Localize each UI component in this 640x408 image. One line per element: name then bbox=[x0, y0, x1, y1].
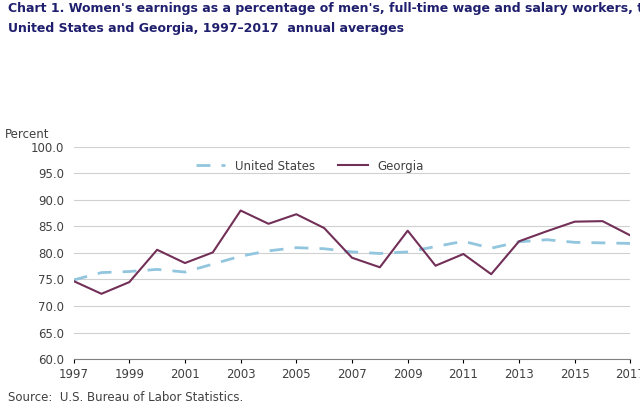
Georgia bbox=[348, 255, 356, 260]
Text: Source:  U.S. Bureau of Labor Statistics.: Source: U.S. Bureau of Labor Statistics. bbox=[8, 391, 243, 404]
United States bbox=[209, 262, 216, 266]
Georgia bbox=[404, 228, 412, 233]
United States bbox=[237, 254, 244, 259]
United States bbox=[97, 270, 105, 275]
United States bbox=[515, 239, 523, 244]
United States bbox=[460, 239, 467, 244]
Georgia bbox=[460, 252, 467, 257]
United States bbox=[404, 249, 412, 254]
Georgia bbox=[543, 229, 550, 234]
United States bbox=[543, 237, 550, 242]
United States bbox=[70, 277, 77, 282]
Legend: United States, Georgia: United States, Georgia bbox=[191, 155, 428, 177]
United States bbox=[320, 246, 328, 251]
Georgia bbox=[487, 272, 495, 277]
Line: Georgia: Georgia bbox=[74, 211, 630, 294]
United States bbox=[181, 270, 189, 275]
Georgia bbox=[571, 219, 579, 224]
Georgia bbox=[320, 226, 328, 231]
Georgia bbox=[97, 291, 105, 296]
United States bbox=[376, 251, 383, 256]
United States bbox=[348, 249, 356, 254]
Georgia bbox=[237, 208, 244, 213]
United States bbox=[487, 246, 495, 251]
Georgia bbox=[627, 233, 634, 238]
Georgia bbox=[515, 239, 523, 244]
United States bbox=[598, 240, 606, 245]
Georgia bbox=[153, 247, 161, 252]
Georgia bbox=[181, 261, 189, 266]
Text: United States and Georgia, 1997–2017  annual averages: United States and Georgia, 1997–2017 ann… bbox=[8, 22, 404, 35]
United States bbox=[264, 248, 272, 253]
Georgia bbox=[292, 212, 300, 217]
Text: Chart 1. Women's earnings as a percentage of men's, full-time wage and salary wo: Chart 1. Women's earnings as a percentag… bbox=[8, 2, 640, 15]
Georgia bbox=[209, 250, 216, 255]
Georgia bbox=[70, 279, 77, 284]
Georgia bbox=[431, 263, 439, 268]
United States bbox=[292, 245, 300, 250]
Text: Percent: Percent bbox=[5, 128, 50, 141]
Line: United States: United States bbox=[74, 239, 630, 280]
Georgia bbox=[598, 219, 606, 224]
United States bbox=[125, 269, 133, 274]
United States bbox=[627, 241, 634, 246]
Georgia bbox=[264, 221, 272, 226]
United States bbox=[431, 244, 439, 249]
Georgia bbox=[376, 265, 383, 270]
Georgia bbox=[125, 280, 133, 285]
United States bbox=[571, 240, 579, 245]
United States bbox=[153, 267, 161, 272]
